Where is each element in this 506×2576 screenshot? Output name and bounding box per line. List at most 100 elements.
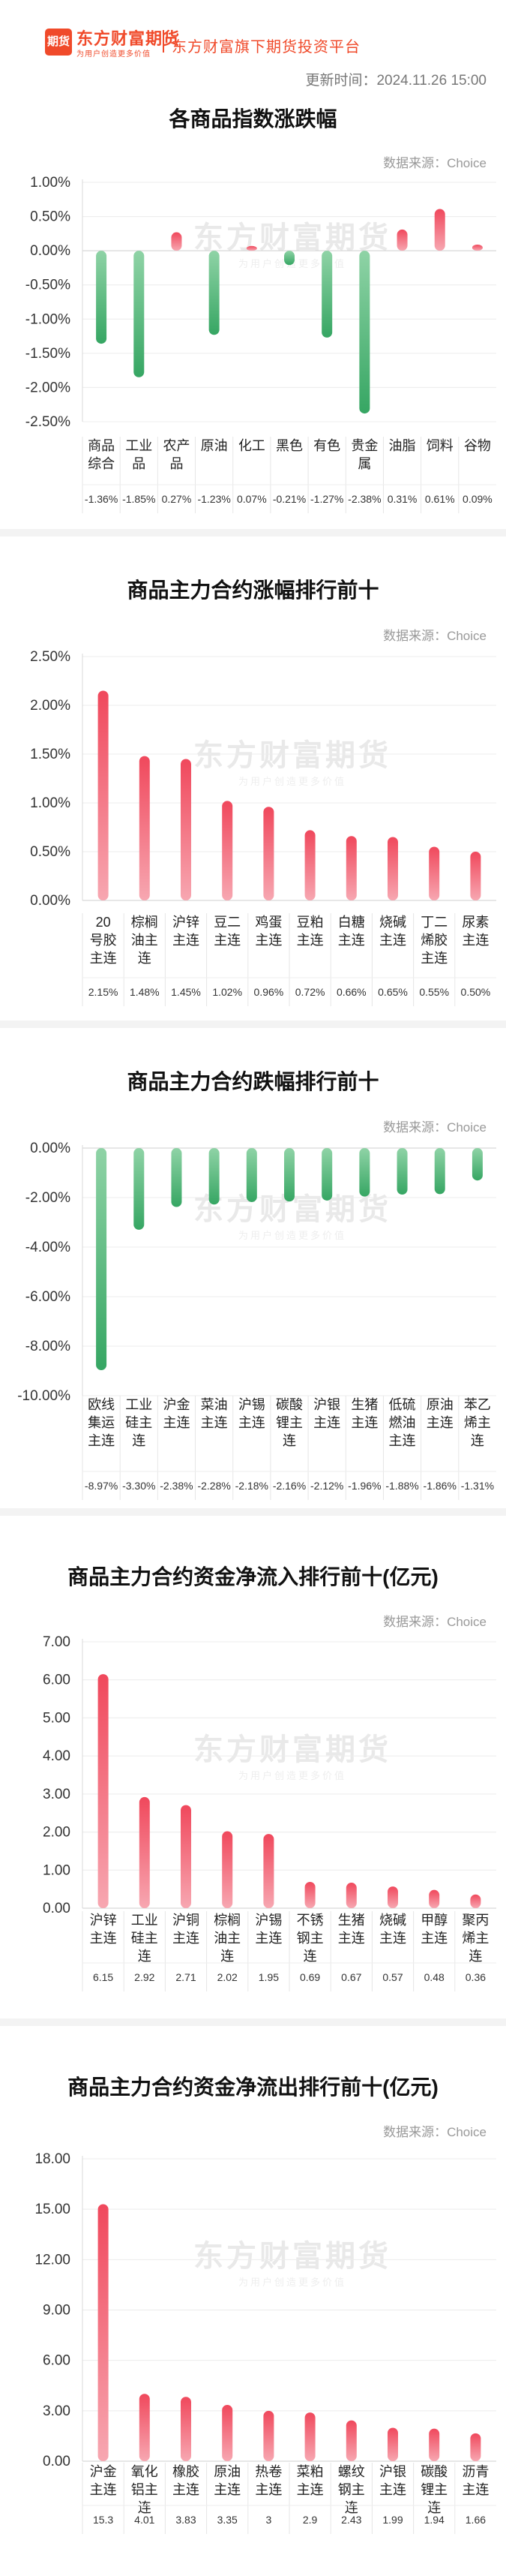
category-label: 豆二主连 [214, 915, 241, 948]
y-tick-label: 9.00 [43, 2303, 70, 2319]
y-tick-label: 0.00% [30, 243, 70, 259]
bar-mark [139, 2394, 150, 2461]
bar-mark [346, 836, 357, 900]
value-label: -1.96% [348, 1480, 381, 1492]
bar-mark [322, 1148, 333, 1201]
bar-mark [346, 1883, 357, 1908]
bar-mark [222, 801, 233, 900]
bar-mark [388, 837, 398, 900]
bar-mark [246, 1148, 257, 1202]
bar-mark [322, 251, 333, 338]
update-time: 更新时间：2024.11.26 15:00 [305, 73, 487, 89]
category-label: 沪铜主连 [172, 1913, 199, 1946]
category-label: 原油 [201, 438, 228, 453]
bar-mark [470, 2433, 481, 2461]
chart-top-losers: 东方财富期货为用户创造更多价值0.00%-2.00%-4.00%-6.00%-8… [17, 1141, 496, 1500]
value-label: -2.12% [310, 1480, 343, 1492]
bar-mark [263, 1834, 274, 1908]
category-label: 不锈钢主连 [297, 1913, 324, 1964]
y-tick-label: -0.50% [25, 278, 70, 293]
value-label: 1.66 [466, 2514, 486, 2526]
bar-mark [133, 1148, 145, 1230]
bar-mark [359, 251, 370, 414]
category-label: 甲醇主连 [421, 1913, 448, 1946]
header-divider [163, 30, 164, 53]
category-label: 螺纹钢主连 [338, 2464, 365, 2515]
category-label: 沪锌主连 [90, 1913, 117, 1946]
value-label: -1.86% [424, 1480, 457, 1492]
bar-mark [97, 2204, 109, 2461]
bar-mark [472, 244, 483, 251]
value-label: 3.35 [217, 2514, 238, 2526]
bar-mark [388, 2427, 398, 2461]
data-source: 数据来源：Choice [383, 629, 487, 643]
category-label: 苯乙烯主连 [464, 1397, 491, 1448]
data-source: 数据来源：Choice [383, 156, 487, 170]
bar-mark [397, 229, 408, 251]
value-label: 1.45% [171, 986, 201, 998]
bar-mark [429, 2428, 440, 2461]
category-label: 生猪主连 [351, 1397, 378, 1430]
watermark-text: 东方财富期货 [193, 739, 391, 772]
y-tick-label: -10.00% [17, 1388, 70, 1404]
category-label: 贵金属 [351, 438, 378, 471]
value-label: 2.9 [303, 2514, 318, 2526]
bar-mark [429, 1889, 440, 1908]
value-label: -2.28% [197, 1480, 230, 1492]
category-label: 沪金主连 [163, 1397, 190, 1430]
y-tick-label: 2.00 [43, 1825, 70, 1841]
category-label: 沪银主连 [379, 2464, 406, 2497]
y-tick-label: 4.00 [43, 1748, 70, 1764]
value-label: 3.83 [175, 2514, 196, 2526]
category-label: 工业硅主连 [131, 1913, 158, 1964]
category-label: 工业品 [125, 438, 152, 471]
value-label: 6.15 [93, 1971, 113, 1983]
bar-mark [470, 1894, 481, 1908]
bar-mark [246, 245, 257, 251]
category-label: 棕榈油主连 [214, 1913, 241, 1964]
y-tick-label: 1.50% [30, 747, 70, 762]
chart-section-index-change: 各商品指数涨跌幅 数据来源：Choice 东方财富期货为用户创造更多价值1.00… [0, 94, 506, 529]
data-source: 数据来源：Choice [383, 1120, 487, 1135]
value-label: 2.43 [341, 2514, 361, 2526]
bar-mark [397, 1148, 408, 1195]
value-label: -1.27% [310, 493, 343, 505]
value-label: 1.95 [259, 1971, 279, 1983]
value-label: 1.02% [212, 986, 242, 998]
category-label: 丁二烯胶主连 [421, 915, 448, 966]
y-tick-label: 2.50% [30, 649, 70, 665]
value-label: 0.55% [419, 986, 449, 998]
platform-title: 东方财富旗下期货投资平台 [172, 39, 361, 56]
bar-mark [359, 1148, 370, 1197]
value-label: 0.65% [378, 986, 408, 998]
bar-mark [222, 1831, 233, 1908]
value-label: 3 [266, 2514, 272, 2526]
bar-mark [284, 1148, 295, 1202]
value-label: 0.61% [425, 493, 455, 505]
bar-mark [171, 1148, 182, 1207]
category-label: 沪锡主连 [255, 1913, 282, 1946]
value-label: 0.36 [466, 1971, 486, 1983]
bar-mark [429, 846, 440, 900]
bar-mark [472, 1148, 483, 1181]
y-tick-label: 6.00 [43, 2353, 70, 2369]
value-label: -1.31% [461, 1480, 494, 1492]
category-label: 菜粕主连 [297, 2464, 324, 2497]
bar-mark [434, 1148, 445, 1195]
section-divider [0, 1020, 506, 1028]
category-label: 橡胶主连 [172, 2464, 199, 2497]
chart-section-top-gainers: 商品主力合约涨幅排行前十 数据来源：Choice 东方财富期货 为用户创造更多价值… [0, 537, 506, 1020]
bar-mark [97, 690, 109, 900]
value-label: 0.72% [295, 986, 325, 998]
bar-mark [388, 1886, 398, 1908]
bar-mark [96, 1148, 107, 1371]
chart-section-top-losers: 商品主力合约跌幅排行前十 数据来源：Choice 东方财富期货 为用户创造更多价值… [0, 1028, 506, 1508]
value-label: 0.07% [237, 493, 267, 505]
value-label: 4.01 [134, 2514, 154, 2526]
value-label: 2.92 [134, 1971, 154, 1983]
chart-title: 商品主力合约涨幅排行前十 [127, 579, 379, 602]
bar-mark [208, 1148, 220, 1205]
category-label: 沪金主连 [90, 2464, 117, 2497]
